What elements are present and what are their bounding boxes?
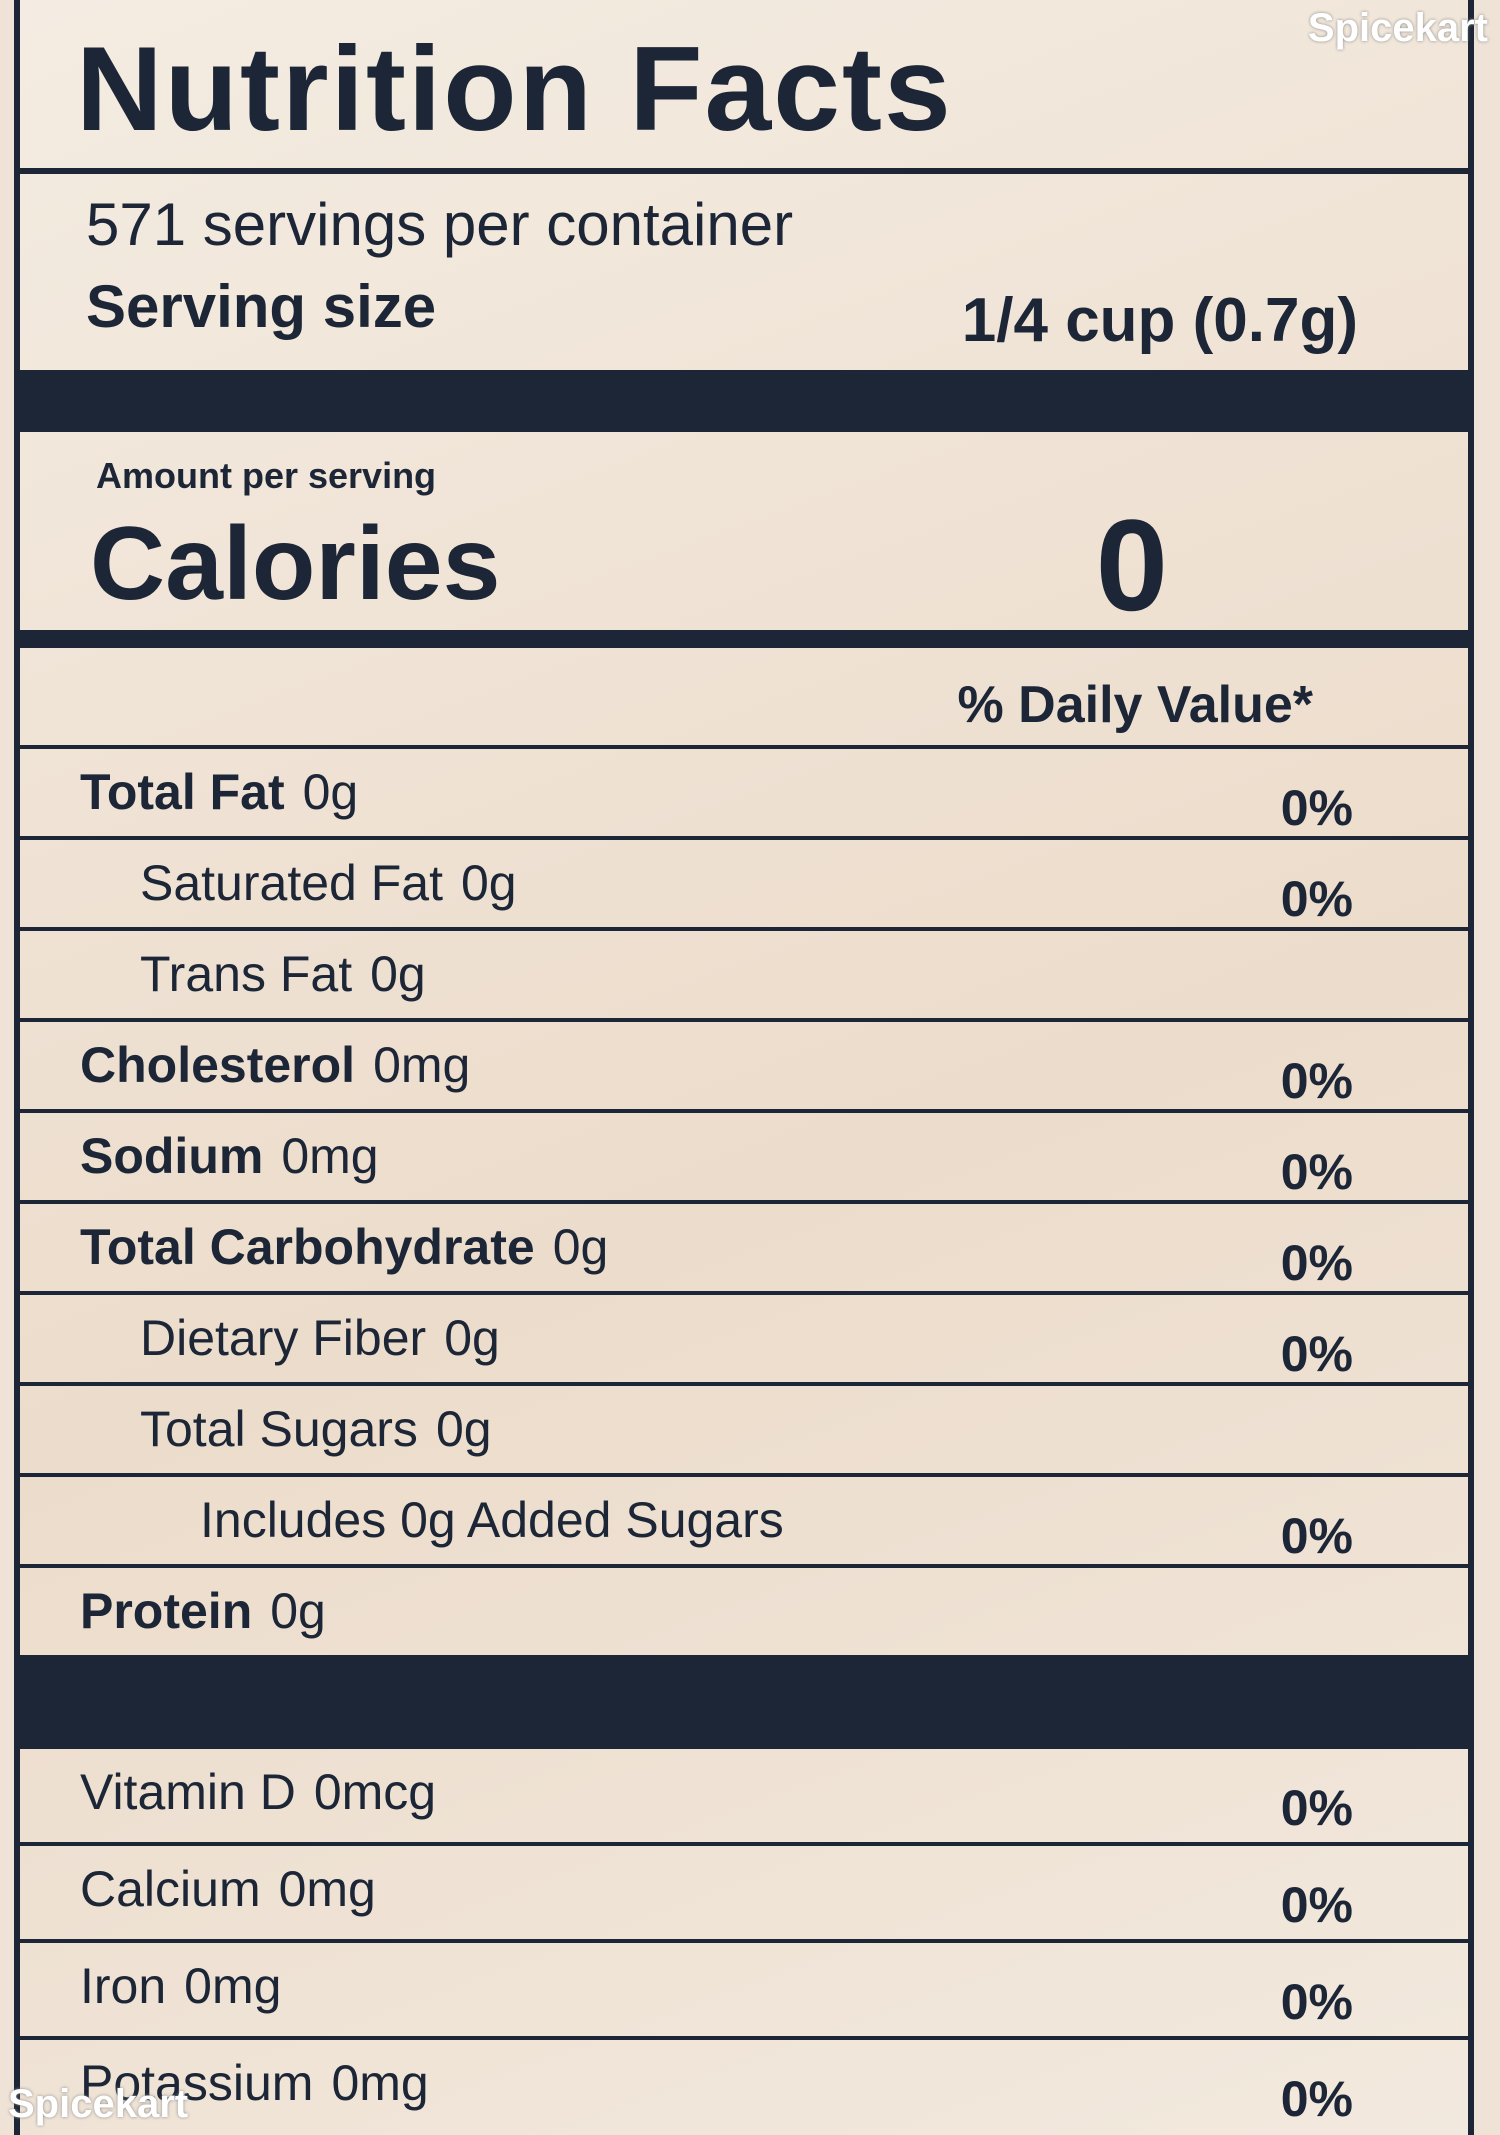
- nutrient-label: Cholesterol: [80, 1037, 356, 1093]
- nutrient-amount: 0mg: [184, 1958, 282, 2014]
- nutrient-label: Trans Fat: [140, 946, 353, 1002]
- daily-value: 0%: [1280, 1053, 1353, 1109]
- serving-size-value: 1/4 cup (0.7g): [961, 286, 1358, 355]
- daily-value-header: % Daily Value*: [957, 676, 1313, 734]
- thick-rule: [20, 370, 1468, 432]
- nutrient-name: Saturated Fat 0g: [140, 854, 517, 912]
- nutrient-label: Sodium: [80, 1128, 264, 1184]
- daily-value: 0%: [1280, 1877, 1353, 1933]
- thick-rule: [20, 1655, 1468, 1745]
- nutrient-name: Dietary Fiber 0g: [140, 1309, 500, 1367]
- nutrient-name: Sodium 0mg: [80, 1127, 379, 1185]
- nutrient-amount: 0g: [302, 764, 359, 820]
- watermark: Spicekart: [8, 2082, 189, 2126]
- nutrition-label: Nutrition Facts 571 servings per contain…: [14, 0, 1474, 2135]
- nutrient-row: Cholesterol 0mg 0%: [20, 1018, 1468, 1109]
- serving-size-label: Serving size: [86, 273, 437, 340]
- nutrient-label: Includes 0g Added Sugars: [200, 1492, 784, 1548]
- nutrient-name: Cholesterol 0mg: [80, 1036, 470, 1094]
- nutrient-row: Potassium 0mg 0%: [20, 2036, 1468, 2133]
- nutrient-amount: 0g: [435, 1401, 492, 1457]
- nutrient-label: Potassium: [80, 2055, 314, 2111]
- daily-value: 0%: [1280, 780, 1353, 836]
- amount-per-serving: Amount per serving: [96, 455, 437, 496]
- nutrient-label: Calcium: [80, 1861, 261, 1917]
- nutrient-amount: 0g: [444, 1310, 500, 1366]
- medium-rule: [20, 630, 1468, 648]
- nutrient-row: Calcium 0mg 0%: [20, 1842, 1468, 1939]
- nutrient-name: Calcium 0mg: [80, 1860, 376, 1918]
- nutrient-name: Vitamin D 0mcg: [80, 1763, 436, 1821]
- daily-value: 0%: [1280, 1326, 1353, 1382]
- calories-label: Calories: [90, 506, 501, 622]
- nutrient-row: Protein 0g: [20, 1564, 1468, 1655]
- nutrient-row: Iron 0mg 0%: [20, 1939, 1468, 2036]
- nutrient-amount: 0g: [270, 1583, 326, 1639]
- nutrient-amount: 0g: [460, 855, 517, 911]
- nutrient-row: Saturated Fat 0g 0%: [20, 836, 1468, 927]
- daily-value: 0%: [1280, 2071, 1353, 2127]
- nutrient-amount: 0mcg: [313, 1764, 437, 1820]
- nutrient-name: Includes 0g Added Sugars: [200, 1491, 784, 1549]
- nutrient-name: Total Carbohydrate 0g: [80, 1218, 608, 1276]
- calories-value: 0: [1095, 492, 1168, 638]
- nutrient-amount: 0g: [370, 946, 426, 1002]
- title: Nutrition Facts: [76, 22, 953, 156]
- rule: [20, 168, 1468, 174]
- nutrient-label: Vitamin D: [80, 1764, 296, 1820]
- nutrient-name: Total Fat 0g: [80, 763, 358, 821]
- nutrient-row: Total Sugars 0g: [20, 1382, 1468, 1473]
- daily-value: 0%: [1280, 1235, 1353, 1291]
- watermark: Spicekart: [1307, 6, 1488, 50]
- nutrient-row: Sodium 0mg 0%: [20, 1109, 1468, 1200]
- nutrient-label: Protein: [80, 1583, 253, 1639]
- nutrient-row: Total Fat 0g 0%: [20, 745, 1468, 836]
- nutrient-label: Total Fat: [80, 764, 285, 820]
- nutrient-amount: 0mg: [331, 2055, 429, 2111]
- nutrient-row: Includes 0g Added Sugars 0%: [20, 1473, 1468, 1564]
- daily-value: 0%: [1280, 1780, 1353, 1836]
- nutrient-label: Total Sugars: [140, 1401, 418, 1457]
- nutrient-amount: 0mg: [278, 1861, 376, 1917]
- nutrient-name: Protein 0g: [80, 1582, 326, 1640]
- daily-value: 0%: [1280, 1508, 1353, 1564]
- nutrient-name: Total Sugars 0g: [140, 1400, 492, 1458]
- nutrient-name: Trans Fat 0g: [140, 945, 426, 1003]
- nutrient-row: Vitamin D 0mcg 0%: [20, 1745, 1468, 1842]
- nutrient-label: Dietary Fiber: [140, 1310, 427, 1366]
- nutrient-row: Trans Fat 0g: [20, 927, 1468, 1018]
- nutrient-amount: 0mg: [281, 1128, 379, 1184]
- nutrient-name: Iron 0mg: [80, 1957, 281, 2015]
- daily-value: 0%: [1280, 1144, 1353, 1200]
- nutrient-label: Iron: [80, 1958, 167, 2014]
- nutrient-name: Potassium 0mg: [80, 2054, 429, 2112]
- servings: 571 servings per container: [86, 191, 794, 258]
- daily-value: 0%: [1280, 871, 1353, 927]
- nutrient-label: Saturated Fat: [140, 855, 443, 911]
- nutrient-amount: 0g: [552, 1219, 609, 1275]
- nutrient-label: Total Carbohydrate: [80, 1219, 535, 1275]
- daily-value: 0%: [1280, 1974, 1353, 2030]
- nutrient-amount: 0mg: [373, 1037, 471, 1093]
- nutrient-row: Dietary Fiber 0g 0%: [20, 1291, 1468, 1382]
- nutrient-row: Total Carbohydrate 0g 0%: [20, 1200, 1468, 1291]
